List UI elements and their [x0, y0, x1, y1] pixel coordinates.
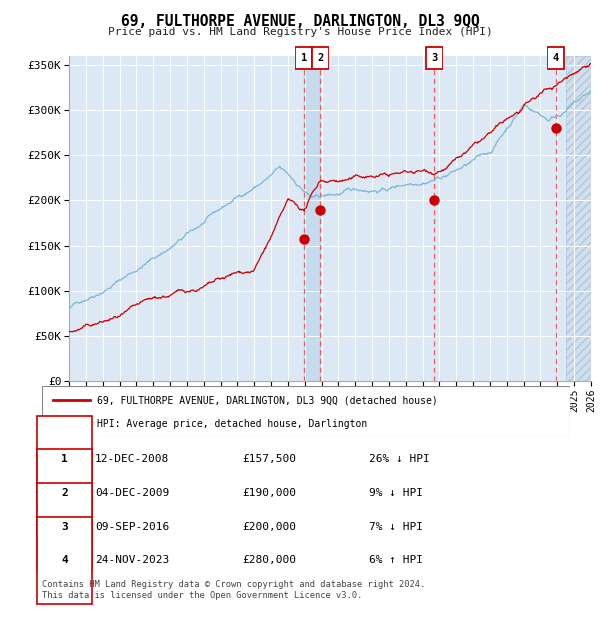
Text: £280,000: £280,000: [242, 556, 296, 565]
Text: 1: 1: [61, 454, 68, 464]
Text: HPI: Average price, detached house, Darlington: HPI: Average price, detached house, Darl…: [97, 419, 368, 430]
FancyBboxPatch shape: [295, 47, 313, 69]
Text: 2: 2: [61, 488, 68, 498]
Text: 3: 3: [431, 53, 437, 63]
FancyBboxPatch shape: [37, 415, 92, 502]
FancyBboxPatch shape: [37, 517, 92, 604]
Text: 3: 3: [61, 521, 68, 531]
Text: 04-DEC-2009: 04-DEC-2009: [95, 488, 169, 498]
Text: £190,000: £190,000: [242, 488, 296, 498]
Bar: [566, 56, 591, 381]
Text: 09-SEP-2016: 09-SEP-2016: [95, 521, 169, 531]
Text: £200,000: £200,000: [242, 521, 296, 531]
Text: Price paid vs. HM Land Registry's House Price Index (HPI): Price paid vs. HM Land Registry's House …: [107, 27, 493, 37]
Text: 7% ↓ HPI: 7% ↓ HPI: [370, 521, 424, 531]
FancyBboxPatch shape: [37, 483, 92, 570]
Text: 1: 1: [301, 53, 307, 63]
Bar: [304, 56, 320, 381]
Text: 26% ↓ HPI: 26% ↓ HPI: [370, 454, 430, 464]
Text: 6% ↑ HPI: 6% ↑ HPI: [370, 556, 424, 565]
Text: 4: 4: [553, 53, 559, 63]
FancyBboxPatch shape: [42, 386, 570, 437]
FancyBboxPatch shape: [426, 47, 443, 69]
FancyBboxPatch shape: [547, 47, 564, 69]
Text: 69, FULTHORPE AVENUE, DARLINGTON, DL3 9QQ (detached house): 69, FULTHORPE AVENUE, DARLINGTON, DL3 9Q…: [97, 396, 438, 405]
FancyBboxPatch shape: [312, 47, 329, 69]
Text: 12-DEC-2008: 12-DEC-2008: [95, 454, 169, 464]
Text: 69, FULTHORPE AVENUE, DARLINGTON, DL3 9QQ: 69, FULTHORPE AVENUE, DARLINGTON, DL3 9Q…: [121, 14, 479, 29]
Text: £157,500: £157,500: [242, 454, 296, 464]
Text: 24-NOV-2023: 24-NOV-2023: [95, 556, 169, 565]
Text: 4: 4: [61, 556, 68, 565]
Text: 9% ↓ HPI: 9% ↓ HPI: [370, 488, 424, 498]
FancyBboxPatch shape: [37, 450, 92, 536]
Text: 2: 2: [317, 53, 323, 63]
Text: Contains HM Land Registry data © Crown copyright and database right 2024.
This d: Contains HM Land Registry data © Crown c…: [42, 580, 425, 600]
